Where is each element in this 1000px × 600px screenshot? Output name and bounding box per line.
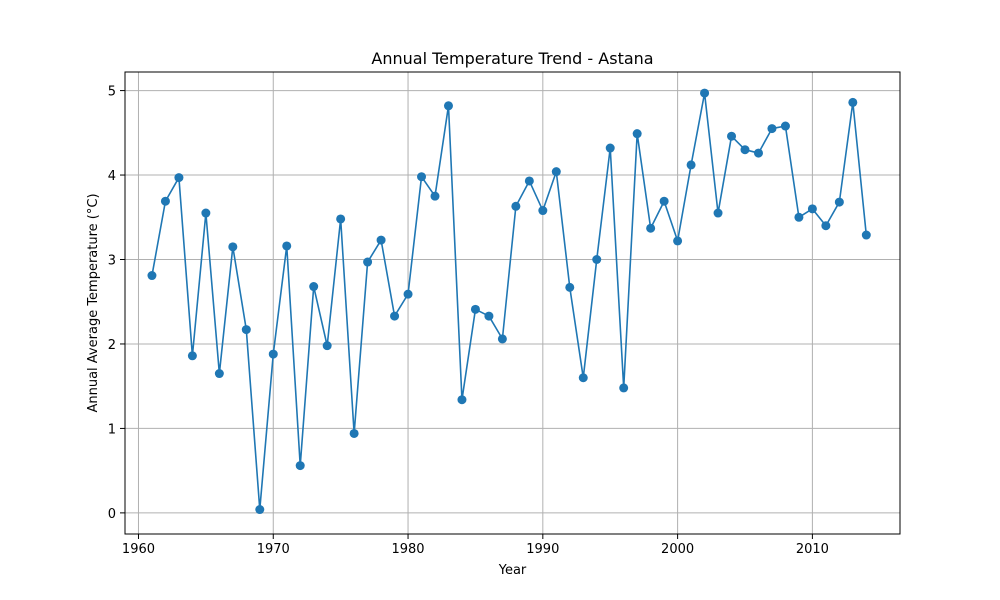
x-axis-label: Year: [498, 563, 527, 578]
data-point: [713, 208, 723, 218]
data-point: [551, 167, 561, 177]
data-point: [740, 145, 750, 155]
data-point: [160, 196, 170, 206]
data-point: [443, 101, 453, 111]
chart-title: Annual Temperature Trend - Astana: [371, 49, 653, 68]
y-axis-label: Annual Average Temperature (°C): [86, 193, 101, 412]
data-point: [592, 255, 602, 265]
data-point: [605, 143, 615, 153]
plot-frame: [124, 71, 901, 535]
data-point: [794, 212, 804, 222]
y-tick-label: 5: [108, 85, 116, 100]
data-point: [807, 204, 817, 214]
x-tick-label: 1980: [391, 542, 424, 557]
data-point: [524, 176, 534, 186]
y-tick-label: 1: [108, 422, 116, 437]
data-point: [241, 325, 251, 335]
data-point: [403, 289, 413, 299]
data-point: [565, 282, 575, 292]
data-point: [363, 257, 373, 267]
y-tick-label: 4: [108, 169, 116, 184]
data-point: [753, 148, 763, 158]
data-point: [201, 208, 211, 218]
data-point: [511, 201, 521, 211]
data-point: [228, 242, 238, 252]
data-point: [767, 124, 777, 134]
data-point: [821, 221, 831, 231]
data-point: [848, 97, 858, 107]
x-tick-label: 1970: [257, 542, 290, 557]
data-point: [376, 235, 386, 245]
data-point: [578, 373, 588, 383]
data-point: [619, 383, 629, 393]
data-point: [484, 311, 494, 321]
data-point: [390, 311, 400, 321]
data-point: [147, 271, 157, 281]
data-point: [861, 230, 871, 240]
x-tick-label: 1990: [526, 542, 559, 557]
data-point: [309, 282, 319, 292]
data-point: [349, 428, 359, 438]
data-point: [659, 196, 669, 206]
x-tick-label: 2000: [661, 542, 694, 557]
series-line-group: [147, 88, 871, 515]
data-point: [295, 461, 305, 471]
data-point: [336, 214, 346, 224]
data-point: [673, 236, 683, 246]
data-point: [457, 395, 467, 405]
data-point: [322, 341, 332, 351]
data-point: [538, 206, 548, 216]
data-point: [255, 505, 265, 515]
data-point: [187, 351, 197, 361]
data-point: [686, 160, 696, 170]
data-point: [214, 369, 224, 379]
data-point: [268, 349, 278, 359]
data-point: [282, 241, 292, 251]
data-point: [497, 334, 507, 344]
data-point: [646, 223, 656, 233]
y-tick-label: 3: [108, 254, 116, 269]
x-tick-label: 1960: [122, 542, 155, 557]
grid-lines: [125, 72, 900, 534]
data-point: [727, 131, 737, 141]
data-point: [470, 304, 480, 314]
data-point: [632, 129, 642, 139]
data-point: [700, 88, 710, 98]
x-axis-ticks: 1960 1970 1980 1990 2000 2010: [122, 534, 829, 557]
data-point: [174, 173, 184, 183]
y-axis-ticks: 0 1 2 3 4 5: [108, 85, 125, 522]
data-point: [417, 172, 427, 182]
data-point: [834, 197, 844, 207]
data-point: [780, 121, 790, 131]
y-tick-label: 2: [108, 338, 116, 353]
y-tick-label: 0: [108, 507, 116, 522]
x-tick-label: 2010: [796, 542, 829, 557]
data-point: [430, 191, 440, 201]
